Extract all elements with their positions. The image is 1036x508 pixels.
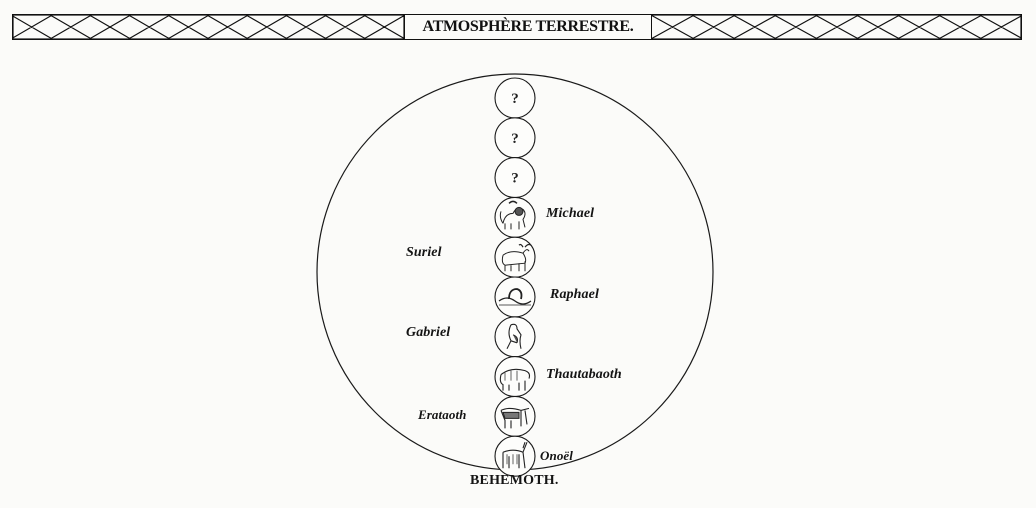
page-title: ATMOSPHÈRE TERRESTRE. (404, 15, 652, 39)
title-banner: ATMOSPHÈRE TERRESTRE. (12, 14, 1022, 40)
dog-icon (500, 407, 530, 429)
medallion-circle (494, 236, 536, 278)
question-mark-icon: ? (511, 91, 519, 107)
crosshatch-pattern (12, 15, 405, 39)
eagle-icon (506, 323, 522, 350)
label-suriel: Suriel (406, 245, 442, 260)
medallion-circle (494, 435, 536, 477)
crosshatch-pattern (651, 15, 1022, 39)
lion-icon (499, 200, 526, 230)
label-onoel: Onoël (540, 448, 573, 463)
question-mark-icon: ? (511, 171, 519, 187)
label-thautabaoth: Thautabaoth (546, 367, 622, 382)
label-erataoth: Erataoth (418, 407, 467, 422)
medallion-circle (494, 276, 536, 318)
label-behemoth: BEHEMOTH. (470, 473, 559, 488)
label-raphael: Raphael (550, 287, 599, 302)
crosshatch-border (12, 14, 1022, 40)
bull-icon (501, 243, 532, 272)
label-michael: Michael (546, 206, 595, 221)
bear-icon (499, 368, 531, 391)
serpent-icon (498, 288, 532, 306)
label-gabriel: Gabriel (406, 325, 451, 340)
ass-icon (502, 441, 528, 469)
question-mark-icon: ? (511, 131, 519, 147)
